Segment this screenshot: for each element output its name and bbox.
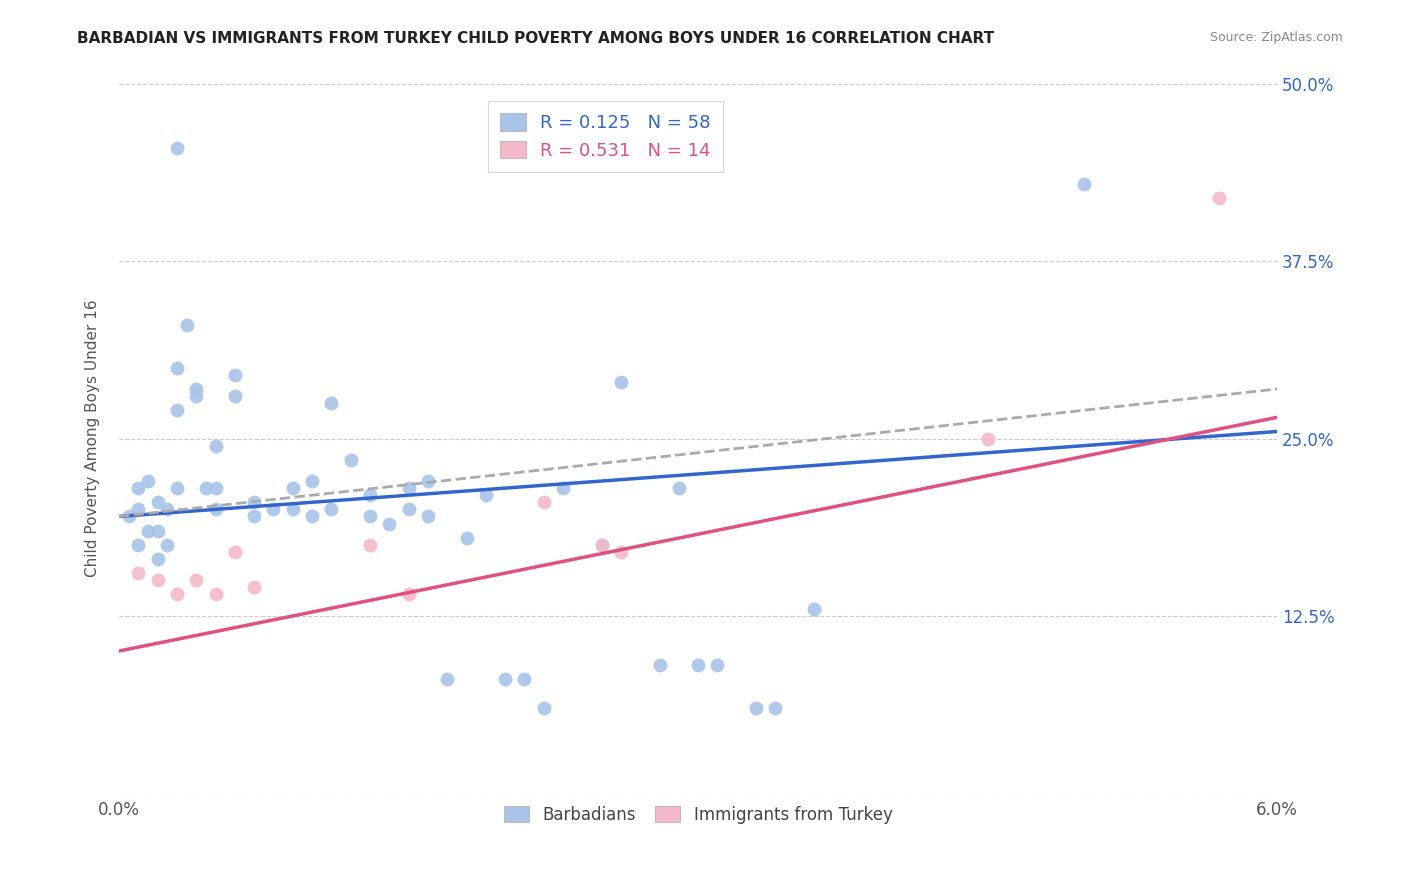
Point [146,524,169,538]
Point [281,481,304,495]
Point [513,673,536,687]
Point [224,389,246,403]
Point [224,368,246,382]
Point [551,481,574,495]
Text: Source: ZipAtlas.com: Source: ZipAtlas.com [1209,31,1343,45]
Point [127,481,149,495]
Point [194,481,217,495]
Point [146,552,169,566]
Legend: Barbadians, Immigrants from Turkey: Barbadians, Immigrants from Turkey [494,796,903,834]
Point [610,375,633,389]
Point [533,700,555,714]
Point [648,658,671,673]
Point [186,389,208,403]
Point [146,573,169,587]
Point [166,141,188,155]
Point [1208,191,1230,205]
Point [339,452,361,467]
Point [398,587,420,601]
Point [416,509,439,524]
Point [166,403,188,417]
Point [359,488,381,502]
Point [416,474,439,488]
Point [127,538,149,552]
Point [127,502,149,516]
Point [176,318,198,333]
Point [204,502,226,516]
Point [243,509,266,524]
Point [204,481,226,495]
Point [263,502,285,516]
Point [186,382,208,396]
Point [763,700,786,714]
Point [977,432,1000,446]
Point [803,601,825,615]
Point [533,495,555,509]
Point [118,509,141,524]
Point [224,545,246,559]
Point [688,658,710,673]
Point [243,495,266,509]
Point [359,509,381,524]
Point [156,538,179,552]
Point [668,481,690,495]
Point [1073,177,1095,191]
Point [136,474,159,488]
Text: BARBADIAN VS IMMIGRANTS FROM TURKEY CHILD POVERTY AMONG BOYS UNDER 16 CORRELATIO: BARBADIAN VS IMMIGRANTS FROM TURKEY CHIL… [77,31,994,46]
Point [591,538,613,552]
Point [186,573,208,587]
Point [321,502,343,516]
Point [204,439,226,453]
Point [706,658,728,673]
Point [301,509,323,524]
Point [359,538,381,552]
Point [301,474,323,488]
Point [166,481,188,495]
Point [745,700,768,714]
Point [494,673,516,687]
Y-axis label: Child Poverty Among Boys Under 16: Child Poverty Among Boys Under 16 [86,300,100,577]
Point [166,360,188,375]
Point [243,580,266,594]
Point [475,488,498,502]
Point [204,587,226,601]
Point [156,502,179,516]
Point [610,545,633,559]
Point [591,538,613,552]
Point [321,396,343,410]
Point [146,495,169,509]
Point [398,502,420,516]
Point [456,531,478,545]
Point [378,516,401,531]
Point [166,587,188,601]
Point [136,524,159,538]
Point [436,673,458,687]
Point [281,502,304,516]
Point [398,481,420,495]
Point [127,566,149,580]
